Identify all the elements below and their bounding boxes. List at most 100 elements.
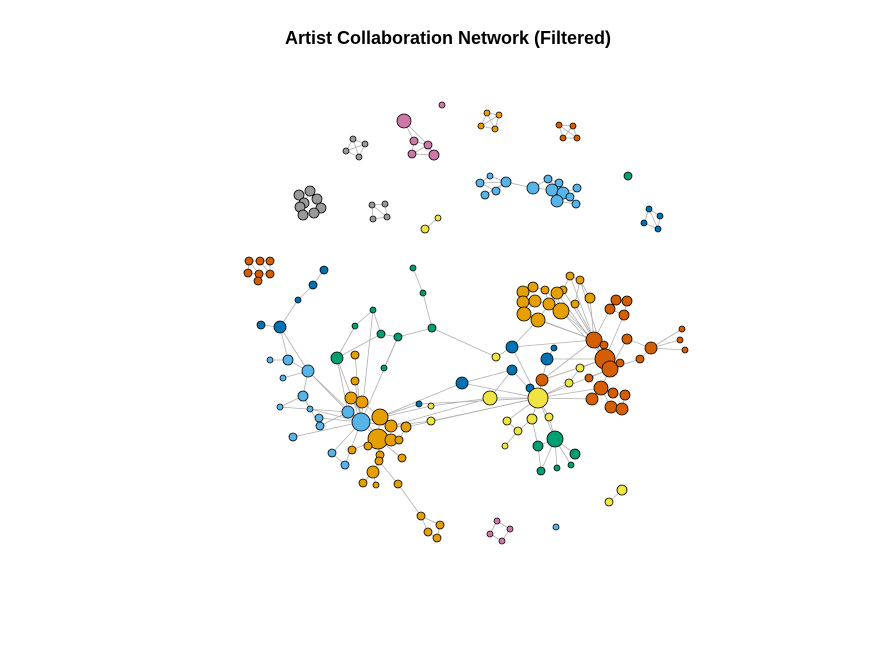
- node-37: [304, 185, 316, 197]
- node-118: [604, 497, 614, 507]
- node-19: [486, 172, 494, 180]
- node-104: [393, 479, 403, 489]
- node-175: [569, 448, 581, 460]
- node-13: [491, 125, 499, 133]
- node-95: [394, 435, 404, 445]
- node-52: [255, 256, 265, 266]
- edge-207: [511, 339, 595, 348]
- node-110: [423, 527, 433, 537]
- node-88: [344, 391, 358, 405]
- node-92: [400, 421, 412, 433]
- edge-135: [397, 483, 422, 517]
- node-105: [415, 400, 423, 408]
- edge-84: [354, 309, 374, 327]
- node-15: [569, 122, 577, 130]
- node-61: [256, 320, 266, 330]
- node-82: [351, 412, 371, 432]
- node-125: [575, 275, 585, 285]
- node-142: [621, 333, 633, 345]
- node-112: [493, 517, 501, 525]
- node-70: [330, 351, 344, 365]
- node-48: [383, 213, 391, 221]
- node-8: [342, 147, 350, 155]
- node-57: [253, 276, 263, 286]
- node-139: [618, 309, 630, 321]
- node-27: [545, 183, 559, 197]
- node-145: [615, 358, 625, 368]
- node-21: [500, 176, 512, 188]
- edge-133: [390, 420, 432, 427]
- node-128: [528, 294, 542, 308]
- node-170: [526, 413, 538, 425]
- node-25: [543, 174, 553, 184]
- node-69: [427, 323, 437, 333]
- edge-129: [378, 460, 399, 485]
- node-161: [550, 344, 558, 352]
- edge-147: [390, 397, 491, 427]
- node-135: [530, 312, 546, 328]
- node-29: [572, 183, 582, 193]
- node-66: [351, 322, 359, 330]
- node-81: [341, 405, 355, 419]
- node-74: [301, 364, 315, 378]
- node-76: [297, 390, 309, 402]
- node-38: [293, 189, 305, 201]
- node-17: [573, 134, 581, 142]
- edge-237: [541, 358, 606, 381]
- node-148: [676, 336, 684, 344]
- node-39: [311, 193, 323, 205]
- node-140: [585, 331, 603, 349]
- node-132: [570, 299, 580, 309]
- node-75: [279, 374, 287, 382]
- edge-86: [360, 336, 399, 423]
- node-136: [610, 294, 622, 306]
- node-35: [640, 219, 648, 227]
- node-141: [599, 340, 609, 350]
- node-68: [393, 332, 403, 342]
- edge-240: [560, 310, 606, 360]
- edge-134: [360, 405, 432, 423]
- node-127: [516, 295, 530, 309]
- node-18: [623, 171, 633, 181]
- node-9: [355, 153, 363, 161]
- node-87: [350, 376, 360, 386]
- node-177: [536, 466, 546, 476]
- node-150: [635, 354, 645, 364]
- node-173: [546, 430, 564, 448]
- node-147: [678, 325, 686, 333]
- node-119: [455, 376, 469, 390]
- node-155: [619, 389, 631, 401]
- edge-174: [569, 275, 595, 341]
- node-131: [584, 292, 596, 304]
- node-12: [477, 122, 485, 130]
- node-114: [486, 530, 494, 538]
- node-89: [355, 395, 369, 409]
- node-168: [544, 412, 554, 422]
- node-133: [552, 302, 570, 320]
- node-36: [654, 225, 662, 233]
- node-167: [575, 363, 585, 373]
- node-10: [483, 109, 491, 117]
- node-0: [396, 113, 412, 129]
- node-124: [565, 271, 575, 281]
- node-60: [294, 296, 302, 304]
- node-44: [297, 209, 309, 221]
- node-164: [491, 352, 501, 362]
- edge-236: [537, 368, 611, 399]
- node-34: [656, 212, 664, 220]
- node-46: [381, 200, 389, 208]
- node-65: [369, 306, 377, 314]
- node-3: [423, 140, 433, 150]
- node-153: [585, 392, 599, 406]
- edge-172: [562, 289, 595, 341]
- edge-150: [461, 382, 539, 399]
- node-106: [427, 402, 435, 410]
- node-154: [607, 387, 619, 399]
- node-108: [416, 511, 426, 521]
- node-50: [420, 224, 430, 234]
- node-121: [527, 281, 539, 293]
- node-79: [314, 413, 324, 423]
- node-5: [428, 149, 440, 161]
- node-16: [559, 134, 567, 142]
